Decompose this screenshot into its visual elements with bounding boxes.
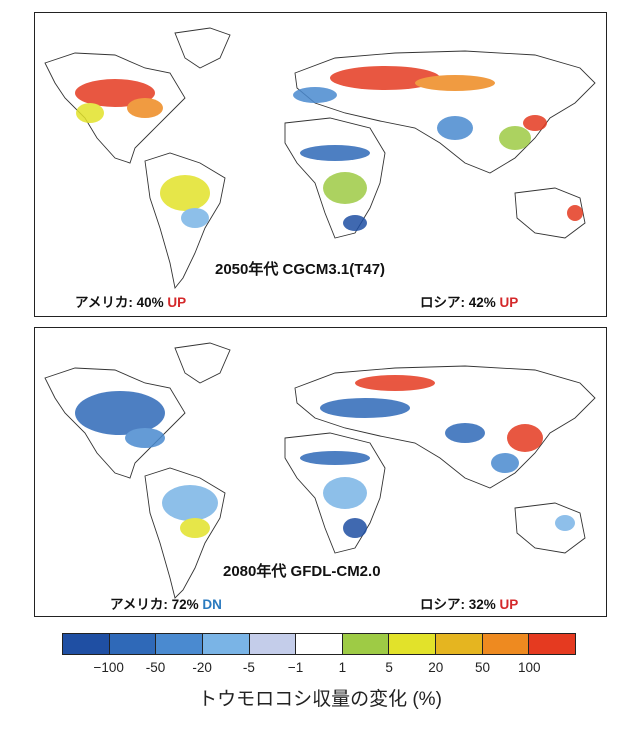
russia-change-badge: UP [499,597,519,612]
legend-swatch [342,634,390,654]
world-map-2080s [44,342,596,599]
panel-title: 2080年代 GFDL-CM2.0 [223,563,381,580]
color-scale-legend [62,633,576,655]
usa-change-badge: UP [167,295,187,310]
legend-tick-label: -50 [145,660,166,675]
legend-tick-labels: −100 -50 -20 -5 −1 1 5 20 50 100 [62,660,576,678]
map-panel-2080s: 2080年代 GFDL-CM2.0 アメリカ: 72% DN ロシア: 32% … [34,327,607,617]
legend-swatch [389,634,437,654]
legend-caption: トウモロコシ収量の変化 (%) [198,689,442,710]
world-map-2050s [44,27,596,290]
legend-tick-label: 20 [428,660,444,675]
legend-swatch [156,634,203,654]
usa-yield-stat: アメリカ: 72% DN [110,593,222,613]
legend-tick-label: −100 [93,660,124,675]
map-panel-2050s: 2050年代 CGCM3.1(T47) アメリカ: 40% UP ロシア: 42… [34,12,607,317]
legend-tick-label: 50 [475,660,491,675]
russia-stat-label: ロシア: 32% [420,597,500,612]
usa-change-badge: DN [202,597,222,612]
legend-tick-label: -5 [242,660,255,675]
legend-swatch [482,634,530,654]
legend-tick-label: 5 [385,660,393,675]
legend-swatch [63,634,110,654]
panel-title: 2050年代 CGCM3.1(T47) [215,261,386,278]
russia-yield-stat: ロシア: 42% UP [420,291,518,311]
russia-stat-label: ロシア: 42% [420,295,500,310]
legend-tick-label: 1 [338,660,347,675]
legend-swatch [249,634,297,654]
legend-tick-label: −1 [287,660,304,675]
legend-swatch [109,634,157,654]
usa-stat-label: アメリカ: 40% [75,295,168,310]
legend-swatch [202,634,250,654]
legend-swatch [436,634,483,654]
legend-tick-label: -20 [192,660,212,675]
russia-change-badge: UP [499,295,519,310]
legend-swatch [529,634,576,654]
usa-stat-label: アメリカ: 72% [110,597,203,612]
russia-yield-stat: ロシア: 32% UP [420,593,518,613]
usa-yield-stat: アメリカ: 40% UP [75,291,186,311]
legend-swatch [296,634,343,654]
legend-tick-label: 100 [518,660,541,675]
